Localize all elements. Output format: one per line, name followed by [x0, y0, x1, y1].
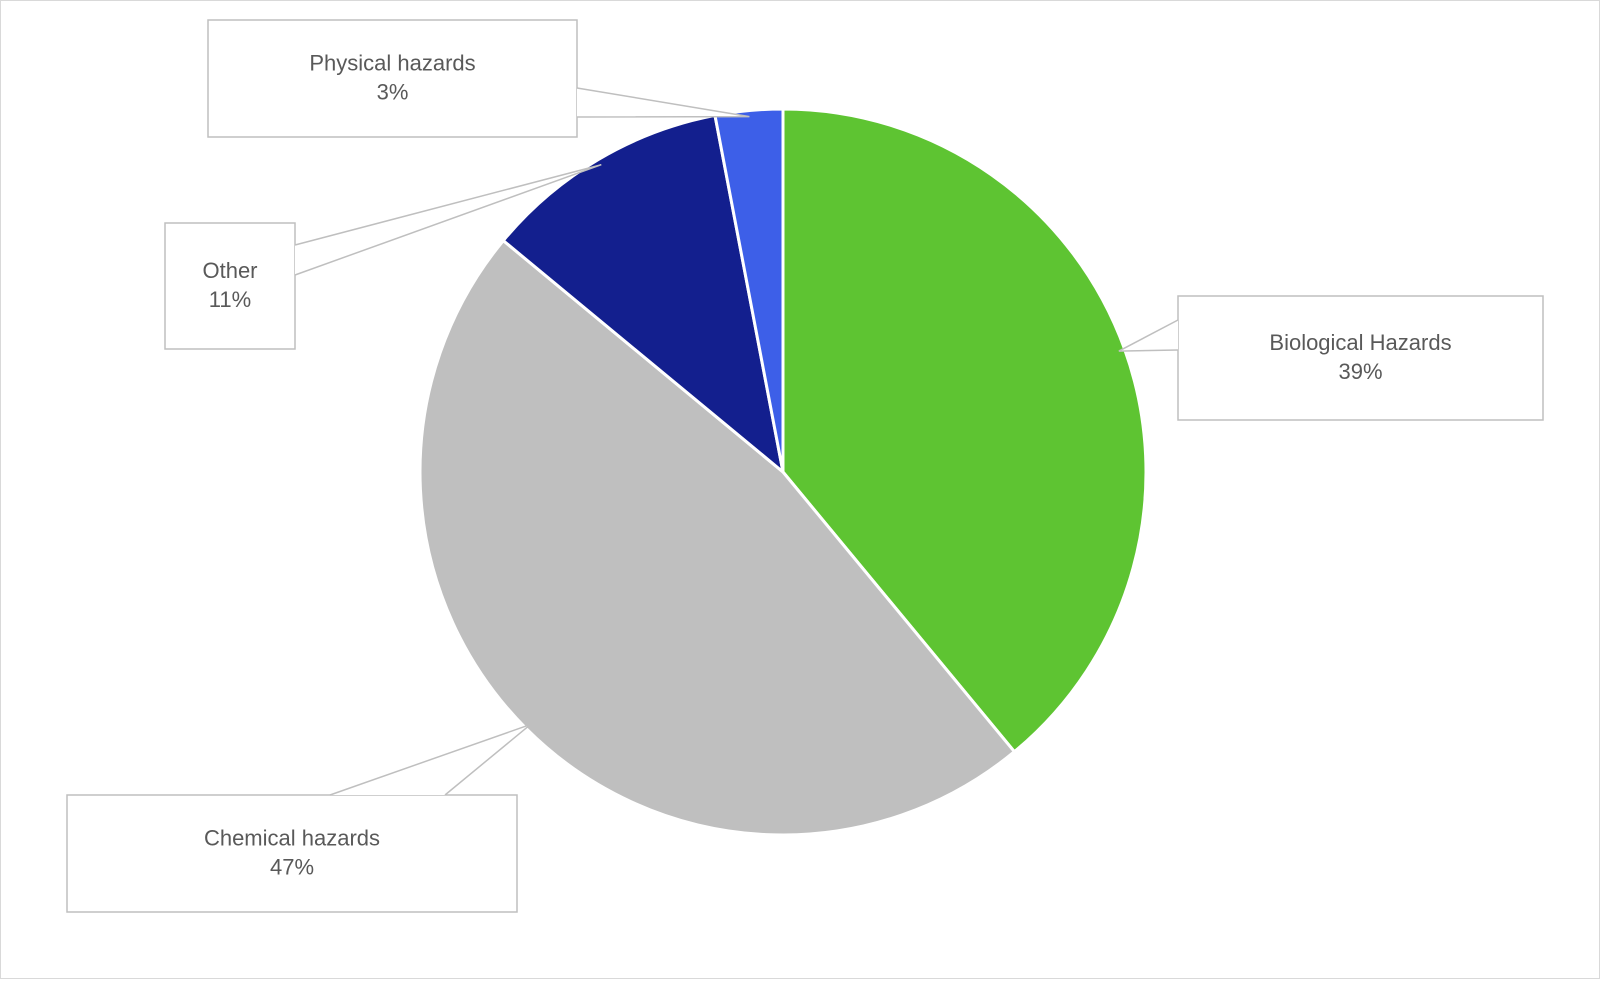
callout-box	[164, 222, 296, 350]
callout-pointer	[576, 87, 750, 118]
callout-box	[66, 794, 518, 913]
data-label-value: 47%	[270, 854, 314, 879]
data-label-name: Chemical hazards	[204, 825, 380, 850]
callout-box	[207, 19, 578, 138]
callout-pointer	[294, 163, 602, 276]
data-label-name: Biological Hazards	[1269, 330, 1451, 355]
data-label-value: 11%	[209, 287, 251, 312]
data-label-name: Other	[202, 258, 257, 283]
callout-pointer	[329, 723, 532, 796]
data-label-value: 3%	[377, 79, 409, 104]
data-label-value: 39%	[1338, 359, 1382, 384]
callout-box	[1177, 295, 1544, 421]
data-label-name: Physical hazards	[309, 50, 475, 75]
pie-slice	[501, 113, 786, 476]
callout-pointer	[1118, 319, 1179, 352]
